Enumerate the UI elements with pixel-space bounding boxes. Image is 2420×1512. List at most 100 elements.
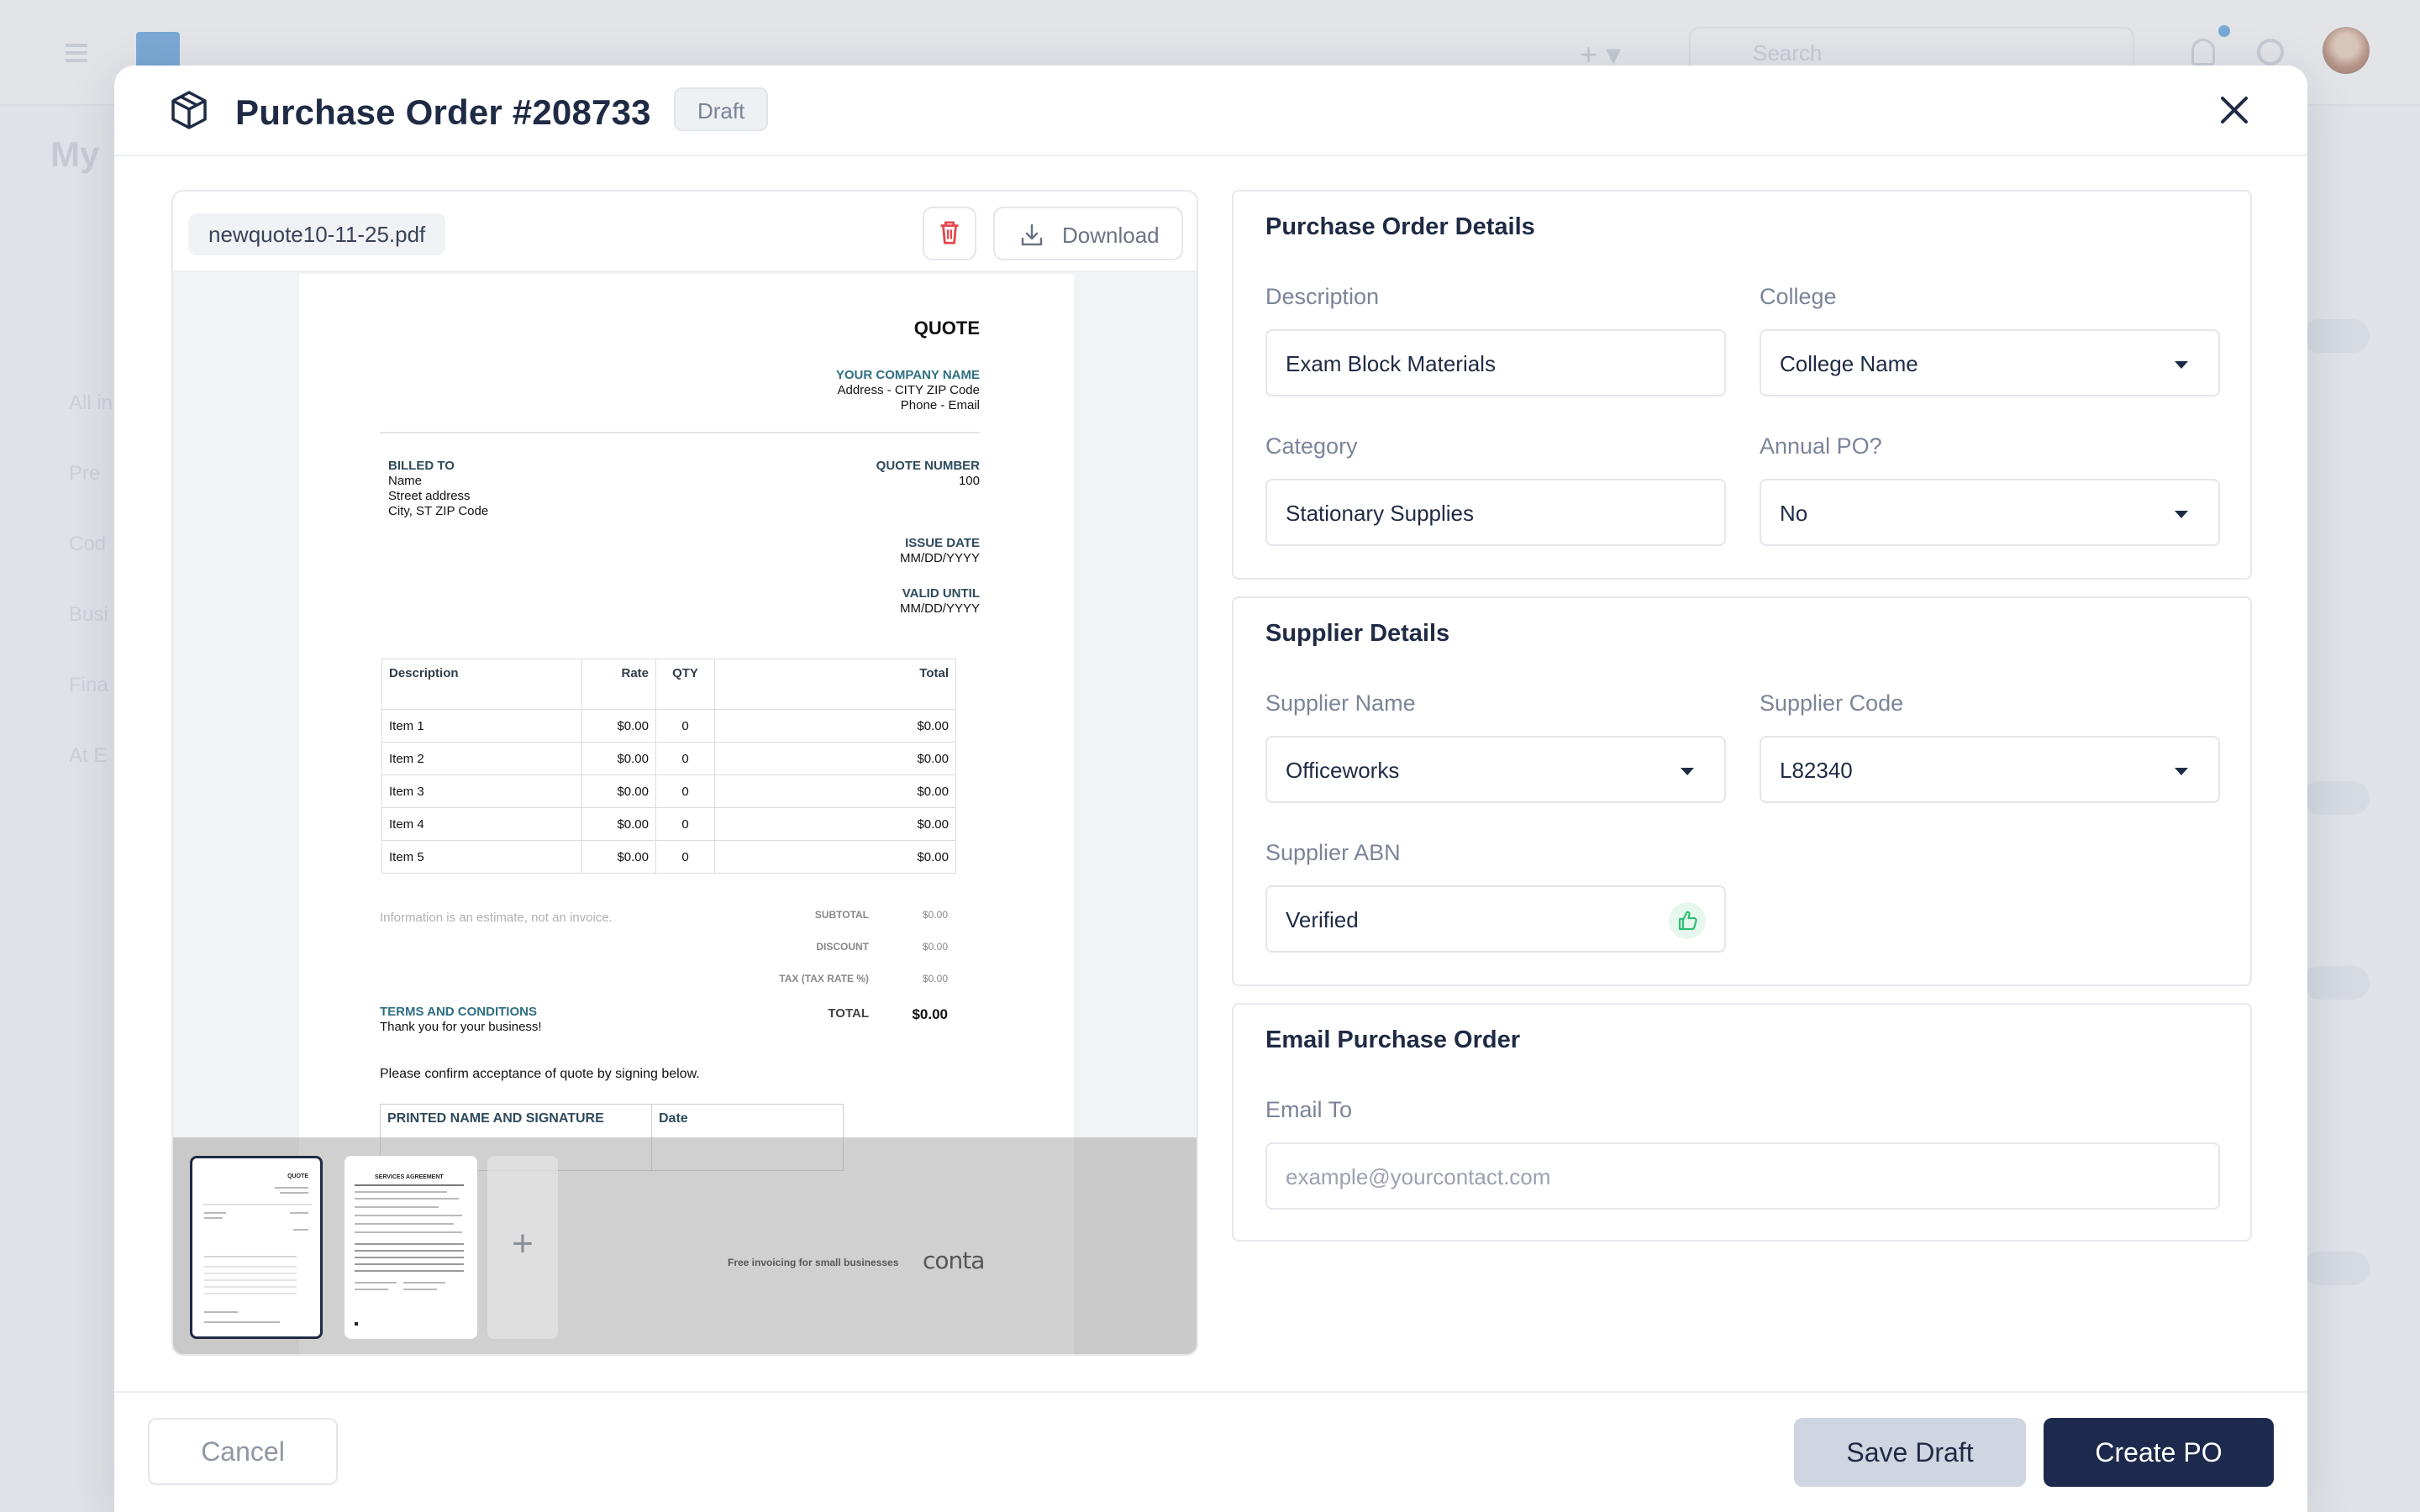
download-icon xyxy=(1021,223,1043,246)
status-pill xyxy=(2302,1252,2370,1285)
description-value: Exam Block Materials xyxy=(1286,351,1496,376)
supplier-code-select[interactable]: L82340 xyxy=(1760,736,2220,803)
section-title: Email Purchase Order xyxy=(1265,1026,1521,1053)
company-name: YOUR COMPANY NAME xyxy=(835,368,980,382)
cell-description: Item 2 xyxy=(381,742,582,775)
page-title: My xyxy=(50,134,100,174)
company-block: YOUR COMPANY NAME Address - CITY ZIP Cod… xyxy=(836,368,980,413)
subtotal-label: SUBTOTAL xyxy=(814,909,869,921)
sidebar-item: Pre xyxy=(69,462,101,485)
email-placeholder: example@yourcontact.com xyxy=(1286,1164,1551,1189)
status-pill xyxy=(2302,781,2370,815)
supplier-abn-field[interactable]: Verified xyxy=(1265,885,1726,953)
chevron-down-icon xyxy=(1681,768,1694,775)
thumb-line xyxy=(355,1206,439,1208)
file-name: newquote10-11-25.pdf xyxy=(188,213,446,255)
cell-total: $0.00 xyxy=(714,709,956,743)
company-contact: Phone - Email xyxy=(900,398,980,412)
thumb-line xyxy=(204,1273,297,1274)
signature-label: PRINTED NAME AND SIGNATURE xyxy=(387,1111,604,1126)
terms-text: Thank you for your business! xyxy=(380,1020,542,1034)
discount-value: $0.00 xyxy=(922,941,948,953)
pdf-footer-text: Free invoicing for small businesses xyxy=(728,1257,899,1268)
table-row: Item 3 $0.00 0 $0.00 xyxy=(381,774,956,808)
menu-icon xyxy=(66,44,87,62)
delete-file-button[interactable] xyxy=(923,207,976,260)
total-label: TOTAL xyxy=(828,1006,869,1021)
add-page-button[interactable]: + xyxy=(487,1156,558,1339)
table-row: Item 4 $0.00 0 $0.00 xyxy=(381,807,956,841)
thumbnail-label: QUOTE xyxy=(287,1173,308,1179)
create-po-button[interactable]: Create PO xyxy=(2044,1418,2274,1487)
thumb-line xyxy=(355,1223,454,1225)
download-button[interactable]: Download xyxy=(993,207,1183,260)
sidebar-item: At E xyxy=(69,744,108,767)
section-title: Purchase Order Details xyxy=(1265,213,1535,240)
valid-until-label: VALID UNTIL xyxy=(902,586,980,601)
table-row: Item 5 $0.00 0 $0.00 xyxy=(381,840,956,874)
supplier-code-value: L82340 xyxy=(1780,758,1853,783)
sidebar-item: Fina xyxy=(69,674,108,696)
thumb-line xyxy=(355,1289,388,1290)
quote-title: QUOTE xyxy=(913,318,980,339)
thumbnail-page-2[interactable]: SERVICES AGREEMENT xyxy=(345,1156,477,1339)
thumb-line xyxy=(355,1257,464,1258)
column-header: Description xyxy=(381,659,582,710)
column-header: Rate xyxy=(581,659,656,710)
trash-icon xyxy=(940,221,959,244)
thumb-line xyxy=(204,1266,297,1268)
thumbs-up-icon xyxy=(1669,902,1706,939)
category-label: Category xyxy=(1265,433,1358,459)
modal-header: Purchase Order #208733 Draft xyxy=(114,66,2307,156)
close-icon[interactable] xyxy=(2215,91,2254,129)
terms-title: TERMS AND CONDITIONS xyxy=(380,1005,537,1019)
cell-description: Item 4 xyxy=(381,807,582,841)
thumb-line xyxy=(203,1204,312,1205)
annual-po-select[interactable]: No xyxy=(1760,479,2220,546)
thumb-line xyxy=(403,1282,445,1284)
thumb-line xyxy=(204,1256,297,1257)
thumb-line xyxy=(204,1286,297,1288)
cancel-button[interactable]: Cancel xyxy=(148,1418,338,1485)
thumb-line xyxy=(204,1321,280,1323)
quote-number-label: QUOTE NUMBER xyxy=(876,459,980,473)
table-row: Item 1 $0.00 0 $0.00 xyxy=(381,709,956,743)
supplier-name-select[interactable]: Officeworks xyxy=(1265,736,1726,803)
billed-to-label: BILLED TO xyxy=(388,459,455,473)
brand-logo: conta xyxy=(923,1247,985,1274)
college-label: College xyxy=(1760,284,1837,309)
description-input[interactable]: Exam Block Materials xyxy=(1265,329,1726,396)
thumb-line xyxy=(355,1270,464,1272)
issue-date-block: ISSUE DATE MM/DD/YYYY xyxy=(900,536,980,566)
bell-icon xyxy=(2191,39,2215,66)
valid-until-block: VALID UNTIL MM/DD/YYYY xyxy=(900,586,980,617)
email-to-input[interactable]: example@yourcontact.com xyxy=(1265,1142,2220,1210)
college-select[interactable]: College Name xyxy=(1760,329,2220,396)
annual-po-label: Annual PO? xyxy=(1760,433,1882,459)
college-value: College Name xyxy=(1780,351,1918,376)
supplier-name-value: Officeworks xyxy=(1286,758,1400,783)
billed-city: City, ST ZIP Code xyxy=(388,504,489,518)
tax-value: $0.00 xyxy=(922,973,948,984)
description-label: Description xyxy=(1265,284,1380,309)
cell-total: $0.00 xyxy=(714,742,956,775)
table-row: Item 2 $0.00 0 $0.00 xyxy=(381,742,956,775)
thumb-line xyxy=(204,1293,297,1294)
thumb-line xyxy=(290,1212,308,1214)
total-value: $0.00 xyxy=(912,1006,948,1022)
cell-qty: 0 xyxy=(655,840,715,874)
category-input[interactable]: Stationary Supplies xyxy=(1265,479,1726,546)
signature-box: PRINTED NAME AND SIGNATURE Date xyxy=(380,1104,844,1171)
cell-qty: 0 xyxy=(655,774,715,808)
modal-footer: Cancel Save Draft Create PO xyxy=(114,1391,2307,1512)
supplier-abn-value: Verified xyxy=(1286,907,1359,932)
cell-description: Item 1 xyxy=(381,709,582,743)
supplier-name-label: Supplier Name xyxy=(1265,690,1416,716)
save-draft-button[interactable]: Save Draft xyxy=(1794,1418,2026,1487)
email-to-label: Email To xyxy=(1265,1097,1353,1122)
notification-dot xyxy=(2218,25,2230,37)
confirm-text: Please confirm acceptance of quote by si… xyxy=(380,1067,700,1081)
thumbnail-page-1[interactable]: QUOTE xyxy=(190,1156,323,1339)
sidebar-item: Busi xyxy=(69,603,108,626)
cell-qty: 0 xyxy=(655,742,715,775)
